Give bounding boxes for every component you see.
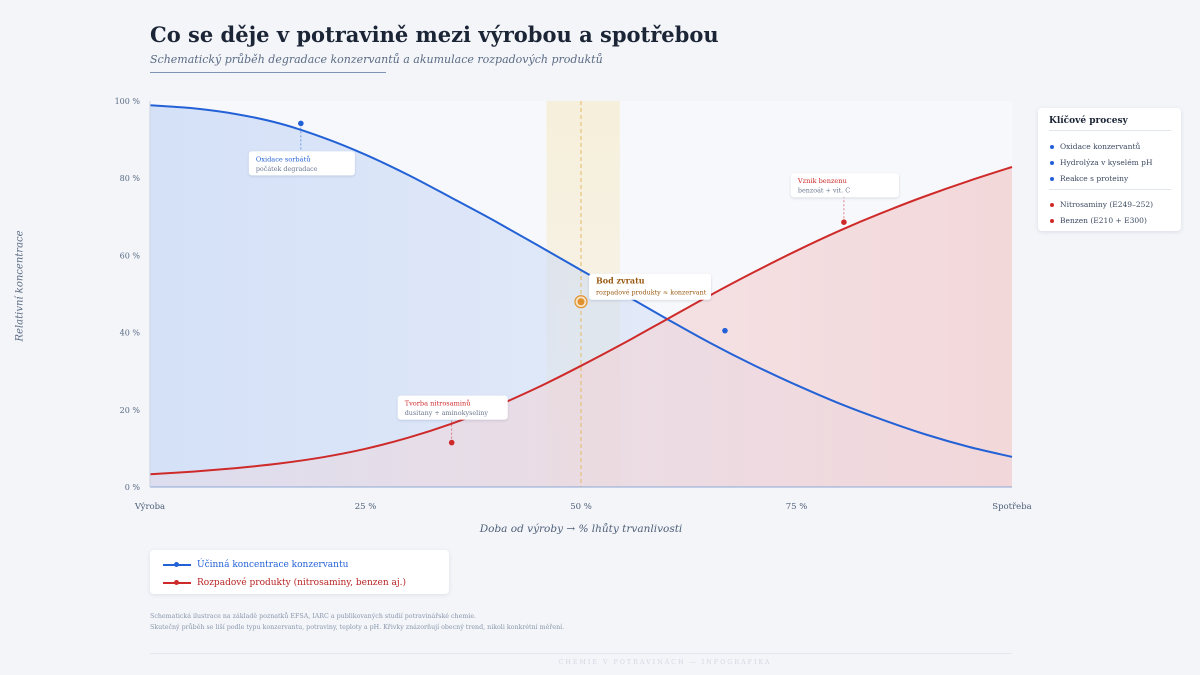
series-marker bbox=[722, 327, 728, 334]
legend-label: Účinná koncentrace konzervantu bbox=[197, 560, 349, 570]
annotation-box bbox=[589, 273, 711, 300]
panel-divider bbox=[1049, 189, 1171, 190]
process-item: Oxidace konzervantů bbox=[1050, 142, 1140, 151]
y-tick-label: 20 % bbox=[120, 406, 141, 415]
annotation-title: Tvorba nitrosaminů bbox=[405, 399, 471, 408]
annotation-marker bbox=[448, 439, 455, 446]
process-item: Hydrolýza v kyselém pH bbox=[1050, 158, 1153, 167]
process-label: Benzen (E210 + E300) bbox=[1060, 216, 1147, 225]
footnote-line: Skutečný průběh se liší podle typu konze… bbox=[150, 624, 565, 631]
annotation-text: rozpadové produkty ≈ konzervant bbox=[596, 289, 707, 297]
dot-icon bbox=[1050, 161, 1054, 165]
process-item: Benzen (E210 + E300) bbox=[1050, 216, 1147, 225]
process-item: Nitrosaminy (E249–252) bbox=[1050, 200, 1153, 209]
process-item: Reakce s proteiny bbox=[1050, 174, 1128, 183]
annotation-box bbox=[790, 173, 899, 198]
y-tick-label: 40 % bbox=[120, 329, 141, 338]
y-tick-label: 80 % bbox=[120, 174, 141, 183]
brand-footer: CHEMIE V POTRAVINÁCH — INFOGRAFIKA bbox=[558, 659, 772, 666]
legend-item: Rozpadové produkty (nitrosaminy, benzen … bbox=[163, 578, 406, 588]
series-line bbox=[149, 166, 1013, 476]
x-tick-label: 25 % bbox=[355, 502, 377, 512]
x-tick-label: Spotřeba bbox=[992, 501, 1031, 512]
process-label: Reakce s proteiny bbox=[1060, 174, 1129, 183]
x-tick-label: 50 % bbox=[570, 502, 592, 512]
title-underline bbox=[150, 72, 386, 73]
x-tick-label: 75 % bbox=[786, 502, 808, 512]
annotation-text: dusitany + aminokyseliny bbox=[405, 409, 489, 417]
annotation-box bbox=[248, 151, 355, 176]
page-title: Co se děje v potravině mezi výrobou a sp… bbox=[150, 22, 719, 47]
annotation-text: počátek degradace bbox=[256, 165, 318, 173]
page-subtitle: Schematický průběh degradace konzervantů… bbox=[150, 53, 603, 66]
key-processes-panel: Klíčové procesy Oxidace konzervantů Hydr… bbox=[1038, 108, 1181, 231]
legend-label: Rozpadové produkty (nitrosaminy, benzen … bbox=[197, 578, 407, 588]
annotation-marker bbox=[298, 120, 304, 127]
chart-legend: Účinná koncentrace konzervantu Rozpadové… bbox=[150, 550, 449, 594]
blue-line-icon bbox=[163, 561, 191, 567]
annotation-title: Bod zvratu bbox=[596, 276, 645, 286]
series-area bbox=[150, 167, 1012, 487]
annotation-title: Oxidace sorbátů bbox=[256, 154, 311, 163]
annotation-box bbox=[397, 395, 508, 420]
key-processes-title: Klíčové procesy bbox=[1049, 116, 1128, 126]
annotation-marker bbox=[841, 219, 847, 226]
dot-icon bbox=[1050, 177, 1054, 181]
turning-point-dot bbox=[577, 298, 585, 306]
process-label: Nitrosaminy (E249–252) bbox=[1060, 200, 1154, 209]
y-tick-label: 0 % bbox=[125, 483, 141, 492]
footnote-line: Schematická ilustrace na základě poznatk… bbox=[150, 613, 477, 620]
x-axis-label: Doba od výroby → % lhůty trvanlivosti bbox=[479, 523, 683, 535]
dot-icon bbox=[1050, 203, 1054, 207]
footer-divider bbox=[150, 653, 1012, 654]
legend-item: Účinná koncentrace konzervantu bbox=[163, 560, 348, 570]
dot-icon bbox=[1050, 219, 1054, 223]
series-line bbox=[149, 104, 1013, 458]
y-tick-label: 60 % bbox=[120, 251, 141, 260]
y-tick-label: 100 % bbox=[115, 97, 141, 106]
process-label: Oxidace konzervantů bbox=[1060, 142, 1141, 151]
dot-icon bbox=[1050, 145, 1054, 149]
annotation-title: Vznik benzenu bbox=[797, 177, 847, 185]
process-label: Hydrolýza v kyselém pH bbox=[1060, 158, 1153, 167]
panel-divider bbox=[1049, 130, 1171, 131]
annotation-text: benzoát + vit. C bbox=[798, 187, 850, 195]
x-tick-label: Výroba bbox=[134, 501, 165, 512]
red-line-icon bbox=[163, 579, 191, 585]
